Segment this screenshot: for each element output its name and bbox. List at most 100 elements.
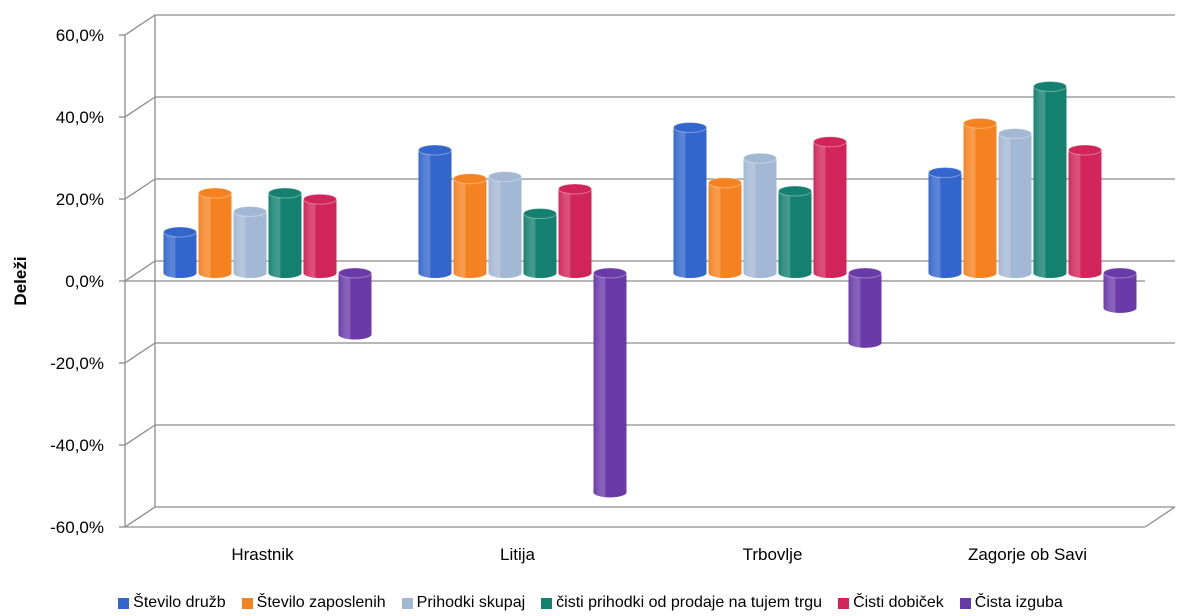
bar xyxy=(848,267,882,348)
bar xyxy=(778,185,812,278)
bar-cap xyxy=(338,267,372,279)
legend-label: Čisti dobiček xyxy=(853,594,944,611)
bar xyxy=(708,177,742,278)
gridline-side xyxy=(124,506,156,528)
gridline-side xyxy=(124,260,156,282)
bar xyxy=(1068,144,1102,278)
bar-cap xyxy=(1033,80,1067,92)
bar-cap xyxy=(488,171,522,183)
gridline-side xyxy=(124,96,156,118)
legend-swatch xyxy=(838,597,850,609)
bar-cap xyxy=(998,128,1032,140)
legend-label: Prihodki skupaj xyxy=(416,594,526,611)
bar-cap xyxy=(233,206,267,217)
bar-shade xyxy=(593,273,627,498)
gridline-side xyxy=(124,424,156,446)
bar xyxy=(233,206,267,278)
bar-cap xyxy=(558,183,592,195)
y-tick-label: 60,0% xyxy=(56,26,104,45)
bar-shade xyxy=(523,213,557,278)
bar xyxy=(998,128,1032,278)
bar-shade xyxy=(558,188,592,278)
bar xyxy=(418,144,452,278)
bar-cap xyxy=(778,185,812,197)
bar-shade xyxy=(778,191,812,278)
bar-cap xyxy=(1068,144,1102,156)
bar xyxy=(303,193,337,278)
category-label: Litija xyxy=(500,545,536,564)
bar-shade xyxy=(848,273,882,348)
bar-cap xyxy=(813,136,847,148)
bar xyxy=(1033,80,1067,278)
y-tick-label: -60,0% xyxy=(50,518,104,537)
bar xyxy=(673,121,707,278)
legend-swatch xyxy=(401,597,413,609)
bar-shade xyxy=(1033,86,1067,278)
category-label: Trbovlje xyxy=(743,545,803,564)
bar-shade xyxy=(928,172,962,278)
bar-cap xyxy=(418,144,452,156)
legend-label: Čista izguba xyxy=(974,594,1063,611)
bar xyxy=(813,136,847,278)
bar-cap xyxy=(928,167,962,179)
bar xyxy=(268,187,302,278)
bar-cap xyxy=(198,187,232,199)
bar xyxy=(558,183,592,278)
bar-cap xyxy=(848,267,882,279)
legend-item: čisti prihodki od prodaje na tujem trgu xyxy=(541,594,822,612)
bar-shade xyxy=(233,211,267,278)
bar xyxy=(488,171,522,278)
legend-item: Čista izguba xyxy=(959,594,1063,612)
bar xyxy=(338,267,372,340)
bar xyxy=(453,173,487,278)
bar xyxy=(198,187,232,278)
bar-shade xyxy=(963,123,997,278)
bar-cap xyxy=(453,173,487,185)
bar-shade xyxy=(338,273,372,340)
gridline-side xyxy=(124,14,156,36)
bar-shade xyxy=(708,182,742,278)
gridline-side xyxy=(124,342,156,364)
bar-cap xyxy=(673,121,707,133)
bar-shade xyxy=(268,193,302,278)
bar xyxy=(743,152,777,278)
y-tick-labels: 60,0% 40,0% 20,0% 0,0% -20,0% -40,0% -60,0% xyxy=(50,26,104,537)
gridline-side xyxy=(124,178,156,200)
bar xyxy=(963,117,997,278)
bar xyxy=(928,167,962,278)
y-tick-label: -40,0% xyxy=(50,436,104,455)
bar xyxy=(1103,267,1137,313)
legend-label: Število zaposlenih xyxy=(256,594,386,611)
bar-cap xyxy=(268,187,302,199)
bar-shade xyxy=(418,150,452,278)
y-tick-label: 40,0% xyxy=(56,108,104,127)
bar-shade xyxy=(998,133,1032,278)
bar-shade xyxy=(163,232,197,278)
bar-cap xyxy=(163,226,197,238)
category-label: Hrastnik xyxy=(231,545,294,564)
legend-swatch xyxy=(959,597,971,609)
bar-cap xyxy=(708,177,742,189)
bar xyxy=(523,208,557,278)
y-axis-title: Deleži xyxy=(11,256,30,305)
bar-shade xyxy=(743,158,777,278)
legend-swatch xyxy=(118,597,130,609)
bar-shade xyxy=(813,141,847,278)
bars xyxy=(163,80,1137,498)
bar-cap xyxy=(963,117,997,129)
legend-item: Število zaposlenih xyxy=(241,594,386,612)
bar-shade xyxy=(673,127,707,278)
legend-item: Čisti dobiček xyxy=(838,594,944,612)
bar-shade xyxy=(488,176,522,278)
legend-label: Število družb xyxy=(133,594,226,611)
y-tick-label: 20,0% xyxy=(56,190,104,209)
bar-cap xyxy=(743,152,777,164)
bar-cap xyxy=(593,267,627,279)
bar-shade xyxy=(198,193,232,278)
legend-item: Število družb xyxy=(118,594,226,612)
bar-cap xyxy=(523,208,557,220)
legend: Število družb Število zaposlenih Prihodki … xyxy=(0,594,1181,612)
bar-shade xyxy=(453,178,487,278)
axes xyxy=(119,15,1176,528)
bar-shade xyxy=(1068,150,1102,278)
